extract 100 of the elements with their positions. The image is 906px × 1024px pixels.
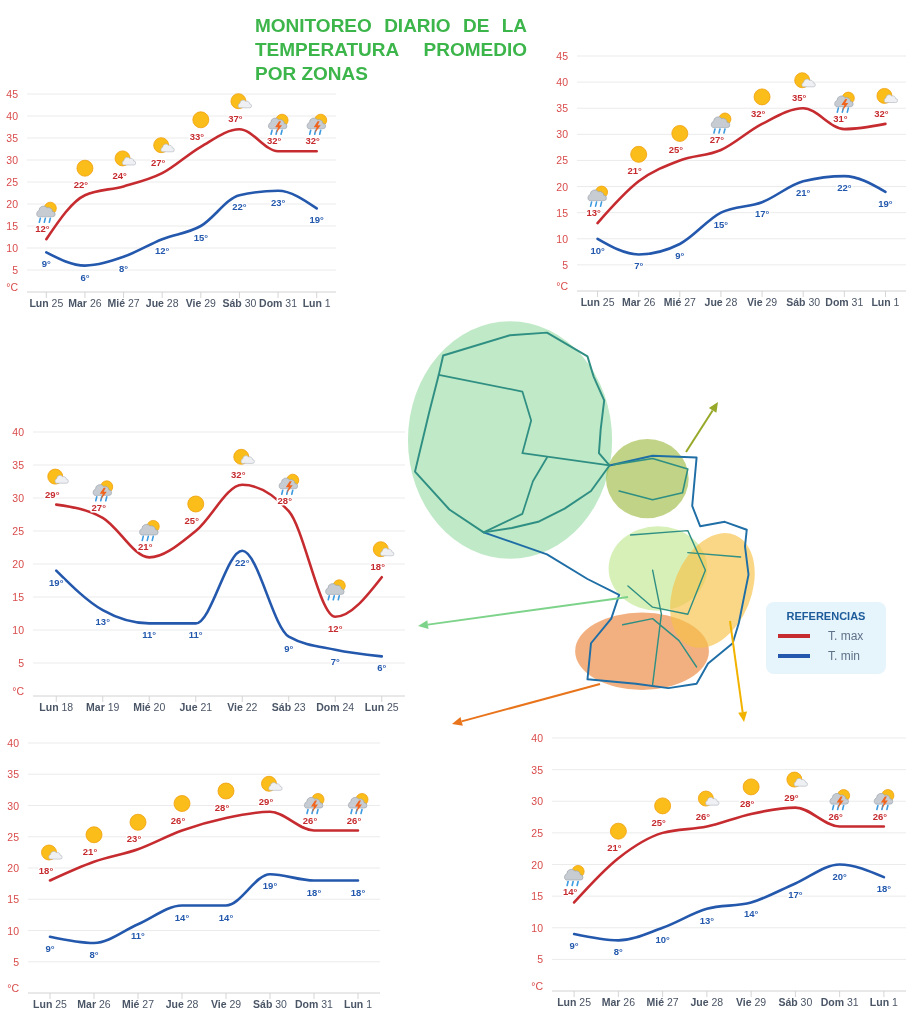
y-axis-title: °C (7, 982, 20, 994)
y-tick-label: 35 (6, 132, 19, 144)
data-label: 17° (788, 889, 803, 901)
y-tick-label: 30 (556, 128, 569, 141)
data-label: 18° (38, 864, 54, 876)
data-label: 25° (668, 144, 684, 156)
y-axis-title: °C (531, 980, 544, 992)
data-label: 19° (49, 576, 64, 588)
x-tick-label: Lun 1 (302, 297, 331, 310)
data-label: 32° (750, 107, 766, 119)
y-tick-label: 25 (556, 154, 569, 167)
data-label: 22° (73, 179, 89, 191)
y-tick-label: 5 (537, 953, 544, 966)
data-label: 18° (370, 561, 386, 573)
data-label: 14° (562, 886, 578, 898)
y-tick-label: 20 (7, 862, 20, 874)
data-label: 18° (306, 886, 322, 898)
x-tick-label: Jue 28 (690, 996, 724, 1009)
data-label: 32° (231, 468, 246, 480)
data-label: 23° (126, 833, 142, 845)
data-label: 14° (743, 908, 759, 920)
data-label: 12° (35, 223, 50, 235)
y-tick-label: 40 (7, 737, 20, 749)
y-tick-label: 35 (531, 763, 544, 776)
data-label: 26° (302, 814, 318, 826)
data-label: 33° (189, 130, 205, 142)
y-tick-label: 25 (531, 826, 544, 839)
data-label: 23° (270, 196, 286, 208)
data-label: 27° (709, 134, 725, 145)
data-label: 22° (235, 556, 250, 568)
data-label: 9° (41, 258, 52, 270)
x-tick-label: Mar 26 (601, 996, 636, 1009)
y-tick-label: 35 (12, 459, 25, 471)
y-tick-label: 30 (12, 492, 25, 504)
y-tick-label: 45 (6, 88, 19, 100)
x-tick-label: Vie 29 (185, 297, 217, 310)
x-tick-label: Lun 1 (343, 998, 373, 1011)
data-label: 29° (45, 488, 60, 500)
data-label: 13° (586, 207, 601, 219)
x-tick-label: Jue 28 (165, 998, 199, 1011)
data-label: 37° (228, 113, 243, 125)
data-label: 11° (188, 629, 203, 641)
y-tick-label: 5 (18, 657, 25, 669)
data-label: 18° (350, 886, 366, 898)
y-tick-label: 20 (12, 558, 25, 570)
x-tick-label: Vie 22 (227, 701, 258, 714)
x-tick-label: Mar 26 (622, 296, 656, 309)
data-label: 13° (95, 616, 111, 628)
y-axis-title: °C (12, 685, 25, 697)
data-label: 29° (784, 791, 799, 803)
y-tick-label: 30 (6, 154, 19, 166)
data-label: 8° (613, 946, 624, 958)
legend-label: T. min (828, 649, 861, 663)
x-tick-label: Sáb 23 (271, 701, 306, 714)
x-tick-label: Dom 31 (295, 998, 334, 1011)
y-tick-label: 15 (7, 893, 20, 906)
data-label: 8° (89, 949, 99, 960)
x-tick-label: Lun 25 (29, 297, 64, 310)
data-label: 26° (695, 810, 711, 822)
y-tick-label: 10 (556, 232, 569, 245)
data-label: 21° (82, 845, 98, 857)
x-tick-label: Sáb 30 (253, 998, 288, 1011)
data-label: 25° (184, 515, 200, 526)
data-label: 11° (142, 629, 157, 641)
data-label: 27° (91, 501, 107, 513)
data-label: 24° (112, 170, 127, 182)
y-tick-label: 10 (531, 921, 544, 934)
legend-label: T. max (828, 629, 864, 643)
data-label: 8° (119, 262, 129, 274)
data-label: 9° (45, 942, 55, 954)
x-tick-label: Lun 1 (871, 296, 900, 309)
x-tick-label: Jue 28 (704, 296, 738, 309)
y-tick-label: 35 (7, 768, 20, 781)
x-tick-label: Dom 31 (825, 296, 864, 309)
data-label: 7° (330, 655, 340, 667)
data-label: 32° (874, 107, 889, 119)
y-tick-label: 10 (6, 242, 19, 254)
x-tick-label: Sáb 30 (222, 297, 257, 310)
y-tick-label: 10 (12, 624, 25, 636)
x-tick-label: Mié 27 (107, 297, 140, 310)
data-label: 7° (634, 260, 644, 272)
x-tick-label: Lun 18 (39, 701, 74, 714)
x-tick-label: Vie 29 (210, 998, 242, 1011)
data-label: 6° (80, 271, 90, 283)
y-tick-label: 40 (12, 426, 25, 438)
data-label: 9° (284, 642, 294, 654)
y-tick-label: 25 (12, 525, 25, 537)
data-label: 32° (266, 135, 282, 147)
legend-title: REFERENCIAS (785, 610, 867, 622)
x-tick-label: Jue 28 (145, 297, 179, 310)
y-tick-label: 30 (7, 799, 20, 812)
y-tick-label: 45 (556, 50, 569, 62)
x-tick-label: Lun 25 (580, 296, 615, 309)
data-label: 21° (607, 842, 622, 854)
y-tick-label: 25 (7, 830, 20, 843)
y-tick-label: 40 (531, 732, 544, 744)
data-label: 28° (739, 797, 755, 809)
x-tick-label: Lun 25 (557, 996, 592, 1009)
data-label: 27° (151, 157, 166, 169)
data-label: 19° (262, 880, 278, 892)
